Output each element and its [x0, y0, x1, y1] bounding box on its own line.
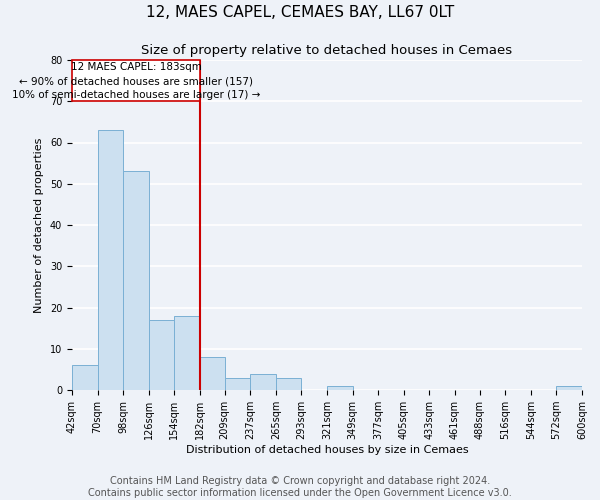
Bar — [175, 316, 200, 390]
Bar — [327, 386, 353, 390]
X-axis label: Distribution of detached houses by size in Cemaes: Distribution of detached houses by size … — [185, 445, 469, 455]
Bar — [276, 378, 301, 390]
Text: 12, MAES CAPEL, CEMAES BAY, LL67 0LT: 12, MAES CAPEL, CEMAES BAY, LL67 0LT — [146, 5, 454, 20]
Bar — [98, 130, 123, 390]
Text: ← 90% of detached houses are smaller (157): ← 90% of detached houses are smaller (15… — [19, 76, 253, 86]
Bar — [123, 172, 149, 390]
Text: 12 MAES CAPEL: 183sqm: 12 MAES CAPEL: 183sqm — [71, 62, 202, 72]
Title: Size of property relative to detached houses in Cemaes: Size of property relative to detached ho… — [142, 44, 512, 58]
Y-axis label: Number of detached properties: Number of detached properties — [34, 138, 44, 312]
Bar — [149, 320, 175, 390]
Bar — [556, 386, 582, 390]
FancyBboxPatch shape — [72, 60, 200, 101]
Bar — [250, 374, 276, 390]
Bar — [72, 365, 98, 390]
Text: 10% of semi-detached houses are larger (17) →: 10% of semi-detached houses are larger (… — [12, 90, 260, 101]
Text: Contains HM Land Registry data © Crown copyright and database right 2024.
Contai: Contains HM Land Registry data © Crown c… — [88, 476, 512, 498]
Bar — [224, 378, 250, 390]
Bar — [200, 357, 224, 390]
